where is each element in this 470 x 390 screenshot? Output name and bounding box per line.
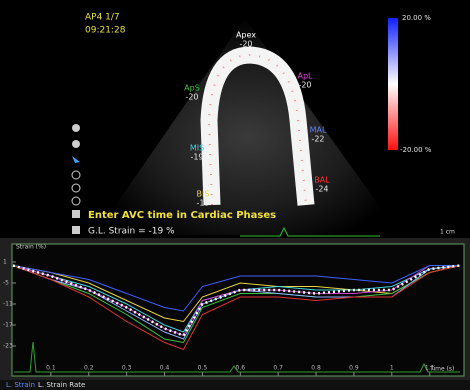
x-tick-label: 0.9	[349, 365, 359, 372]
y-axis-label: Strain (%)	[16, 244, 46, 251]
time-label: 09:21:28	[85, 26, 126, 36]
segment-name: ApS	[184, 84, 200, 93]
x-tick-label: 1	[390, 365, 394, 372]
y-tick-label: 1	[3, 259, 7, 266]
y-tick-label: -17	[3, 322, 13, 329]
tool-hand[interactable]	[72, 226, 80, 234]
x-tick-label: 0.2	[84, 365, 94, 372]
colorbar-max: 20.00 %	[402, 14, 431, 22]
scale-label: 1 cm	[440, 229, 455, 236]
segment-value: -20	[298, 81, 311, 90]
x-tick-label: 0.4	[160, 365, 170, 372]
segment-value: -22	[311, 135, 324, 144]
y-tick-label: -23	[3, 343, 13, 350]
tool-brightness[interactable]	[72, 124, 80, 132]
segment-name: Apex	[236, 31, 256, 40]
segment-value: -24	[315, 185, 328, 194]
colorbar-min: -20.00 %	[400, 146, 432, 154]
global-strain: G.L. Strain = -19 %	[88, 227, 175, 237]
segment-value: -20	[185, 93, 198, 102]
x-tick-label: 1.1	[425, 365, 435, 372]
y-tick-label: -5	[3, 280, 9, 287]
segment-name: BIS	[197, 190, 210, 199]
x-tick-label: 0.5	[198, 365, 208, 372]
segment-name: ApL	[297, 72, 313, 81]
tab-strain-rate[interactable]: L. Strain Rate	[38, 381, 85, 389]
tool-contrast[interactable]	[72, 140, 80, 148]
page: AP4 1/7 09:21:28 20.00 % -20.00 % Enter …	[0, 0, 470, 390]
segment-name: MIS	[190, 144, 204, 153]
tab-strain[interactable]: L. Strain	[6, 381, 35, 389]
segment-name: BAL	[314, 176, 330, 185]
x-tick-label: 0.8	[311, 365, 321, 372]
segment-name: MAL	[310, 126, 327, 135]
segment-value: -20	[239, 40, 252, 49]
tool-pan[interactable]	[72, 210, 80, 218]
x-tick-label: 0.1	[46, 365, 56, 372]
x-tick-label: 0.7	[273, 365, 283, 372]
color-bar	[388, 18, 398, 150]
y-tick-label: -11	[3, 301, 13, 308]
view-label: AP4 1/7	[85, 13, 120, 23]
screen: AP4 1/7 09:21:28 20.00 % -20.00 % Enter …	[0, 0, 470, 390]
segment-value: -19	[190, 153, 203, 162]
segment-value: -15	[196, 199, 209, 208]
message: Enter AVC time in Cardiac Phases	[88, 210, 276, 221]
plot-area	[12, 244, 464, 376]
x-tick-label: 0.3	[122, 365, 132, 372]
x-tick-label: 0.6	[236, 365, 246, 372]
